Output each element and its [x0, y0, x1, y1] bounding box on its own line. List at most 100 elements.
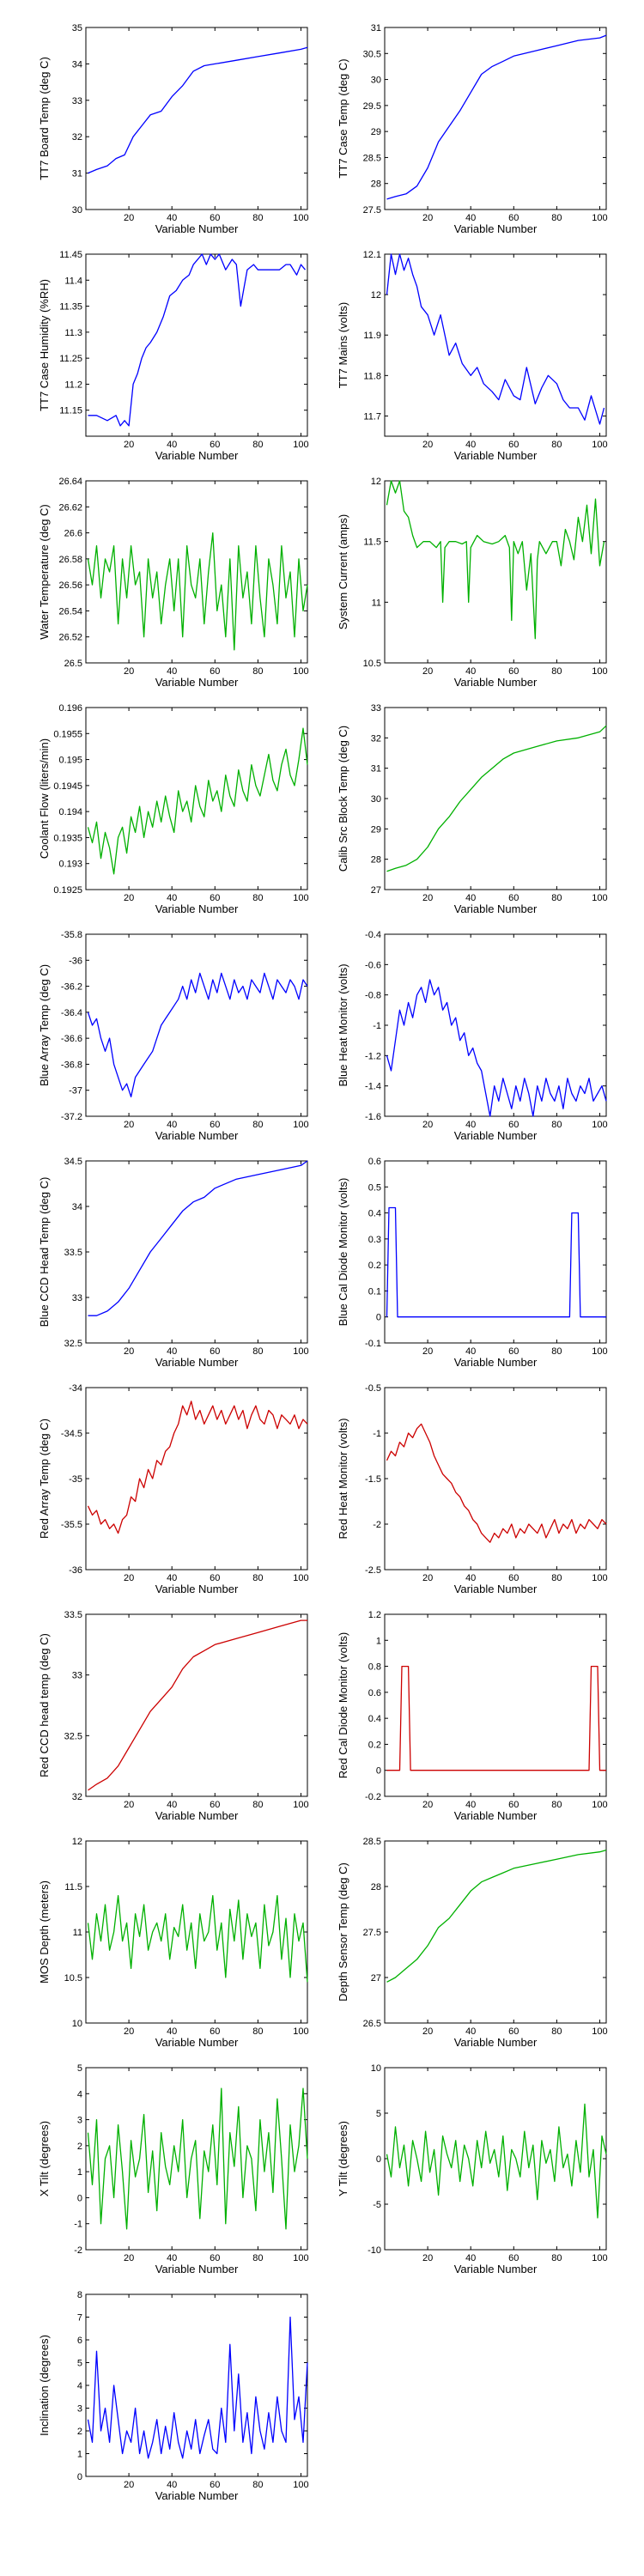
y-tick-label: 8: [77, 2290, 82, 2300]
x-tick-label: 20: [422, 1120, 433, 1130]
y-tick-label: 28: [371, 179, 381, 190]
y-tick-label: 0.1935: [53, 833, 82, 843]
y-tick-label: 10: [72, 2019, 82, 2029]
y-tick-label: 11: [372, 598, 381, 608]
chart-panel: 20 40 60 80 100 26.5 27 27.5 28 28.5 Variable Numb…: [337, 1837, 608, 2049]
y-tick-label: -36: [69, 1565, 82, 1576]
y-tick-label: 0.5: [368, 1182, 381, 1193]
y-tick-label: -2: [373, 1520, 381, 1530]
y-tick-label: 7: [77, 2313, 82, 2324]
series-line: [88, 1619, 307, 1791]
x-tick-label: 60: [210, 1800, 220, 1810]
plot-frame: [85, 1160, 308, 1344]
x-tick-label: 40: [465, 2026, 476, 2037]
x-axis-label: Variable Number: [454, 222, 538, 235]
x-tick-label: 100: [592, 440, 607, 450]
plot-frame: [85, 2293, 308, 2477]
x-axis-label: Variable Number: [454, 676, 538, 689]
x-tick-label: 100: [592, 1573, 607, 1583]
y-tick-label: 34.5: [64, 1157, 82, 1167]
y-tick-label: 27.5: [363, 1928, 381, 1938]
x-tick-label: 80: [252, 2253, 263, 2263]
plot-frame: [384, 707, 607, 890]
y-axis-label: Coolant Flow (liters/min): [38, 738, 51, 859]
y-tick-label: 11.5: [363, 538, 381, 548]
x-tick-label: 80: [252, 893, 263, 903]
y-tick-label: 28.5: [363, 1837, 381, 1847]
x-tick-label: 80: [252, 1800, 263, 1810]
x-tick-label: 20: [124, 1800, 134, 1810]
y-axis-label: Water Temperature (deg C): [38, 504, 51, 640]
y-tick-label: 33: [371, 703, 381, 714]
y-tick-label: 0.2: [368, 1261, 381, 1271]
series-line: [88, 46, 308, 174]
chart-panel: 20 40 60 80 100 -0.1 0 0.1 0.2 0.3 0.4 0.5 0.6 Variab…: [337, 1157, 608, 1369]
y-tick-label: 31: [371, 764, 381, 775]
x-tick-label: 40: [465, 2253, 476, 2263]
x-axis-label: Variable Number: [155, 902, 239, 915]
chart-panel: 20 40 60 80 100 0 1 2 3 4 5 6 7 8 Variable Number Incli…: [38, 2290, 309, 2502]
chart-panel: 20 40 60 80 100 -37.2 -37 -36.8 -36.6 -36.4 -36.2 -…: [38, 930, 309, 1142]
y-tick-label: 33: [72, 1293, 82, 1303]
x-axis-label: Variable Number: [155, 1809, 239, 1822]
y-tick-label: 0.6: [368, 1688, 381, 1698]
x-tick-label: 60: [210, 893, 220, 903]
x-tick-label: 40: [465, 1573, 476, 1583]
y-tick-label: 0.4: [368, 1209, 381, 1219]
y-tick-label: 5: [376, 2109, 381, 2119]
series-line: [87, 1894, 308, 1983]
y-axis-label: Blue Array Temp (deg C): [38, 964, 51, 1086]
y-axis-label: System Current (amps): [337, 514, 349, 629]
y-tick-label: -36.6: [61, 1034, 82, 1044]
y-tick-label: 26.58: [58, 555, 82, 565]
x-tick-label: 80: [551, 213, 562, 223]
x-tick-label: 80: [252, 1573, 263, 1583]
series-line: [87, 2316, 308, 2459]
x-tick-label: 20: [422, 666, 433, 677]
y-tick-label: 27: [371, 1973, 381, 1984]
series-line: [386, 253, 605, 425]
y-tick-label: 11.25: [59, 354, 82, 364]
y-tick-label: -36.8: [61, 1060, 82, 1070]
chart-panel: 20 40 60 80 100 -2 -1 0 1 2 3 4 5 Variable Number X Ti…: [38, 2063, 309, 2275]
y-tick-label: 0.2: [368, 1740, 381, 1750]
x-tick-label: 40: [167, 2480, 177, 2490]
y-tick-label: -34.5: [61, 1429, 82, 1439]
y-tick-label: -1: [373, 1429, 381, 1439]
series-line: [386, 34, 607, 200]
x-tick-label: 60: [508, 1346, 519, 1357]
y-tick-label: 11.45: [59, 250, 82, 260]
x-tick-label: 60: [508, 2253, 519, 2263]
y-tick-label: -10: [368, 2245, 381, 2256]
y-axis-label: Blue Heat Monitor (volts): [337, 963, 349, 1086]
x-tick-label: 100: [293, 1573, 308, 1583]
x-tick-label: 40: [465, 1120, 476, 1130]
x-tick-label: 20: [124, 1573, 134, 1583]
plot-frame: [85, 1387, 308, 1571]
y-axis-label: Inclination (degrees): [38, 2335, 51, 2436]
y-tick-label: -37.2: [61, 1112, 82, 1122]
x-tick-label: 60: [508, 1573, 519, 1583]
plot-frame: [384, 1160, 607, 1344]
x-tick-label: 80: [551, 893, 562, 903]
x-tick-label: 60: [210, 2026, 220, 2037]
x-axis-label: Variable Number: [155, 222, 239, 235]
y-tick-label: 28.5: [363, 153, 381, 163]
plot-frame: [85, 1613, 308, 1797]
x-axis-label: Variable Number: [454, 2036, 538, 2049]
y-tick-label: 11.4: [64, 276, 82, 286]
chart-panel: 20 40 60 80 100 11.15 11.2 11.25 11.3 11.35 11.4 11…: [38, 250, 309, 462]
x-tick-label: 80: [252, 2026, 263, 2037]
series-line: [87, 1400, 308, 1534]
x-axis-label: Variable Number: [155, 449, 239, 462]
y-tick-label: 33.5: [64, 1248, 82, 1258]
y-tick-label: 1: [77, 2167, 82, 2178]
x-tick-label: 100: [592, 2026, 607, 2037]
x-tick-label: 60: [210, 666, 220, 677]
y-tick-label: 34: [72, 1202, 82, 1212]
chart-panel: 20 40 60 80 100 30 31 32 33 34 35 Variable Number TT…: [38, 23, 309, 235]
y-tick-label: -36.4: [61, 1008, 82, 1018]
x-tick-label: 60: [210, 213, 220, 223]
x-tick-label: 60: [210, 2253, 220, 2263]
x-tick-label: 60: [210, 440, 220, 450]
